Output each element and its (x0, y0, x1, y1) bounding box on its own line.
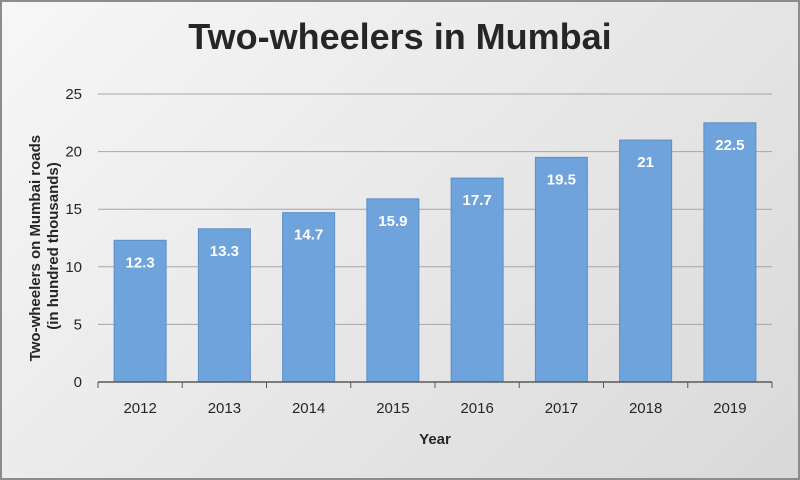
bar (282, 212, 336, 383)
x-tick-label: 2018 (629, 400, 662, 417)
y-tick-label: 10 (65, 259, 82, 276)
y-axis-title-line-2: (in hundred thousands) (45, 162, 62, 329)
x-tick-label: 2019 (713, 400, 746, 417)
x-axis-title: Year (419, 431, 451, 448)
x-tick-label: 2016 (460, 400, 493, 417)
y-tick-label: 15 (65, 201, 82, 218)
data-label: 15.9 (378, 213, 407, 230)
bar (197, 228, 251, 383)
data-label: 14.7 (294, 227, 323, 244)
x-tick-label: 2014 (292, 400, 325, 417)
y-tick-label: 5 (74, 316, 82, 333)
data-labels: 12.3 13.3 14.7 15.9 17.7 19.5 21 22.5 (126, 137, 745, 272)
bar (366, 198, 420, 383)
y-axis-title-line-1: Two-wheelers on Mumbai roads (27, 135, 44, 361)
chart-title: Two-wheelers in Mumbai (188, 16, 612, 57)
x-tick-label: 2012 (123, 400, 156, 417)
data-label: 19.5 (547, 171, 576, 188)
data-label: 17.7 (463, 192, 492, 209)
y-tick-label: 0 (74, 374, 82, 391)
x-tick-labels: 2012 2013 2014 2015 2016 2017 2018 2019 (97, 382, 773, 417)
data-label: 22.5 (715, 137, 744, 154)
bar (534, 156, 588, 383)
x-tick-label: 2015 (376, 400, 409, 417)
x-tick-label: 2017 (545, 400, 578, 417)
x-tick-label: 2013 (208, 400, 241, 417)
y-tick-labels: 0 5 10 15 20 25 (65, 86, 82, 391)
bar (703, 122, 757, 383)
bars (113, 122, 757, 383)
data-label: 21 (637, 154, 654, 171)
y-axis-title: Two-wheelers on Mumbai roads (in hundred… (27, 131, 62, 362)
bar (619, 139, 673, 383)
bar (113, 239, 167, 383)
y-tick-label: 20 (65, 144, 82, 161)
data-label: 13.3 (210, 243, 239, 260)
bar (450, 177, 504, 383)
data-label: 12.3 (126, 254, 155, 271)
y-tick-label: 25 (65, 86, 82, 103)
